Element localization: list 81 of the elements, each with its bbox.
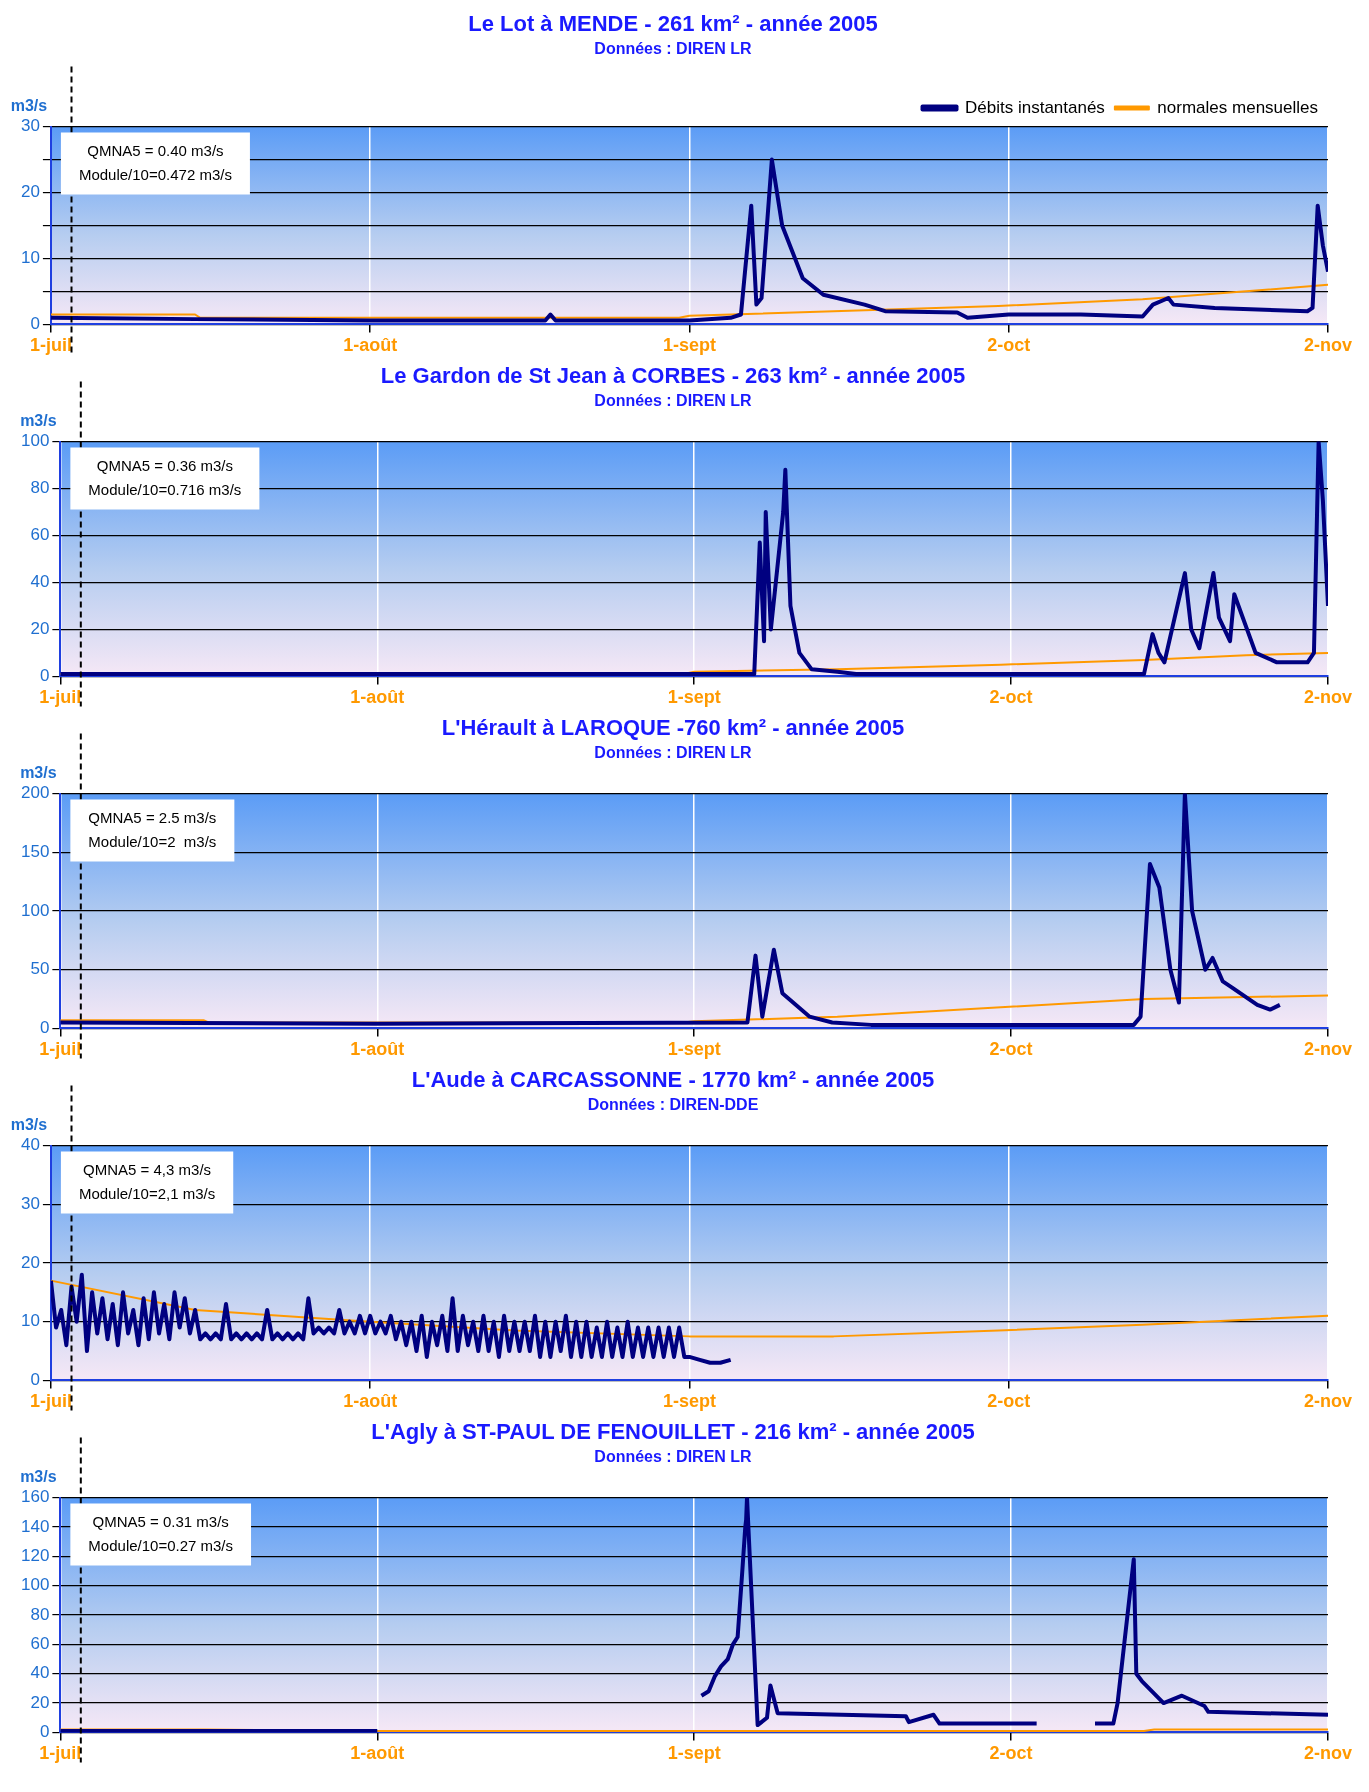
y-tick-label: 150 — [20, 841, 50, 861]
y-axis-title: m3/s — [20, 412, 57, 430]
y-tick-label: 100 — [20, 1575, 50, 1595]
annotation: QMNA5 = 0.40 m3/s — [87, 141, 224, 159]
chart-subtitle: Données : DIREN-DDE — [587, 1096, 759, 1114]
y-tick-label: 40 — [30, 1663, 50, 1683]
chart-subtitle: Données : DIREN LR — [594, 392, 753, 410]
y-tick-label: 0 — [39, 666, 50, 686]
y-tick-label: 100 — [20, 431, 50, 451]
y-tick-label: 60 — [30, 1634, 50, 1654]
annotation: Module/10=2 m3/s — [88, 832, 217, 850]
annotation: Module/10=0.472 m3/s — [78, 165, 232, 183]
chart-title: L'Agly à ST-PAUL DE FENOUILLET - 216 km² - année 2005 — [371, 1419, 975, 1445]
y-tick-label: 80 — [30, 478, 50, 498]
chart-subtitle: Données : DIREN LR — [594, 744, 753, 762]
y-tick-label: 60 — [30, 525, 50, 545]
y-tick-label: 30 — [20, 1193, 40, 1213]
x-tick-label: 1-août — [350, 687, 405, 708]
y-tick-label: 160 — [20, 1487, 50, 1507]
chart-title: Le Gardon de St Jean à CORBES - 263 km² - année 2005 — [380, 363, 966, 389]
x-tick-label: 1-juil — [29, 1391, 72, 1412]
x-tick-label: 2-oct — [989, 1743, 1033, 1764]
y-tick-label: 0 — [30, 1370, 40, 1390]
annotation: QMNA5 = 4,3 m3/s — [83, 1160, 212, 1178]
y-tick-label: 20 — [30, 1692, 50, 1712]
x-tick-label: 2-nov — [1303, 1743, 1353, 1764]
x-tick-label: 1-juil — [39, 1039, 82, 1060]
y-tick-label: 0 — [30, 314, 40, 334]
annotation: QMNA5 = 0.36 m3/s — [96, 456, 234, 474]
y-tick-label: 20 — [20, 1252, 40, 1272]
y-tick-label: 120 — [20, 1545, 50, 1565]
chart-title: L'Aude à CARCASSONNE - 1770 km² - année 2005 — [411, 1067, 935, 1093]
chart-title: Le Lot à MENDE - 261 km² - année 2005 — [468, 11, 878, 37]
x-tick-label: 1-août — [350, 1039, 405, 1060]
x-tick-label: 2-nov — [1303, 687, 1353, 708]
chart-title: L'Hérault à LAROQUE -760 km² - année 2005 — [441, 715, 905, 741]
x-tick-label: 1-août — [350, 1743, 405, 1764]
y-tick-label: 40 — [30, 572, 50, 592]
y-tick-label: 50 — [30, 959, 50, 979]
x-tick-label: 1-juil — [39, 1743, 82, 1764]
annotation: QMNA5 = 0.31 m3/s — [92, 1512, 229, 1530]
y-tick-label: 100 — [20, 900, 50, 920]
y-axis-title: m3/s — [10, 1116, 48, 1134]
y-axis-title: m3/s — [20, 764, 57, 782]
x-tick-label: 1-sept — [667, 1743, 721, 1764]
x-tick-label: 1-juil — [29, 335, 72, 356]
y-tick-label: 200 — [20, 783, 50, 803]
y-tick-label: 30 — [20, 116, 40, 136]
x-tick-label: 1-sept — [662, 1391, 716, 1412]
x-tick-label: 1-sept — [667, 687, 721, 708]
annotation: QMNA5 = 2.5 m3/s — [88, 808, 217, 826]
x-tick-label: 1-août — [343, 335, 398, 356]
x-tick-label: 2-oct — [989, 1039, 1033, 1060]
y-tick-label: 0 — [39, 1722, 50, 1742]
annotation: Module/10=2,1 m3/s — [78, 1184, 216, 1202]
x-tick-label: 2-oct — [989, 687, 1033, 708]
x-tick-label: 2-nov — [1303, 335, 1353, 356]
y-tick-label: 140 — [20, 1516, 50, 1536]
y-tick-label: 40 — [20, 1135, 40, 1155]
y-tick-label: 10 — [20, 248, 40, 268]
annotation: Module/10=0.716 m3/s — [88, 480, 242, 498]
y-tick-label: 0 — [39, 1018, 50, 1038]
x-tick-label: 2-oct — [987, 335, 1031, 356]
x-tick-label: 1-juil — [39, 687, 82, 708]
chart-subtitle: Données : DIREN LR — [594, 40, 753, 58]
chart-subtitle: Données : DIREN LR — [594, 1448, 753, 1466]
y-tick-label: 20 — [20, 182, 40, 202]
x-tick-label: 1-sept — [662, 335, 716, 356]
y-tick-label: 20 — [30, 619, 50, 639]
y-tick-label: 10 — [20, 1311, 40, 1331]
y-axis-title: m3/s — [20, 1468, 57, 1486]
legend-label: normales mensuelles — [1157, 97, 1319, 117]
x-tick-label: 2-nov — [1303, 1391, 1353, 1412]
y-axis-title: m3/s — [10, 97, 48, 115]
x-tick-label: 1-août — [343, 1391, 398, 1412]
x-tick-label: 2-nov — [1303, 1039, 1353, 1060]
legend-label: Débits instantanés — [965, 97, 1105, 117]
y-tick-label: 80 — [30, 1604, 50, 1624]
annotation: Module/10=0.27 m3/s — [88, 1536, 234, 1554]
x-tick-label: 1-sept — [667, 1039, 721, 1060]
x-tick-label: 2-oct — [987, 1391, 1031, 1412]
